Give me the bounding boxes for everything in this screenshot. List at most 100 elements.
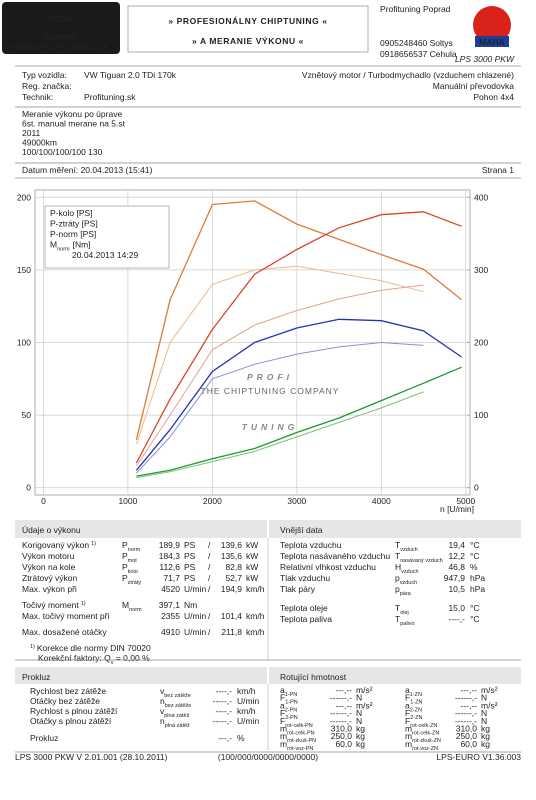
subscript: 1-ZN	[410, 700, 422, 706]
website: WWW.PROFITUNING.SK	[11, 42, 110, 52]
symbol: vbez zátěže	[160, 686, 191, 699]
unit: %	[237, 733, 245, 743]
subscript: olej	[400, 610, 409, 616]
field-value: Profituning.sk	[84, 92, 136, 102]
watermark: TUNING	[242, 422, 299, 432]
note-mark: 1)	[91, 541, 96, 547]
subscript: rot-celk-PN	[285, 723, 313, 729]
unit: U/min	[237, 716, 259, 726]
field-label: Max. výkon při	[22, 584, 77, 594]
unit: kg	[481, 724, 490, 734]
unit: kg	[356, 724, 365, 734]
watermark: PROFI	[247, 372, 293, 382]
field-label: Teplota paliva	[280, 614, 332, 624]
field-label: Otáčky s plnou zátěží	[30, 716, 112, 726]
value: ------,-	[330, 693, 352, 703]
value: 46,8	[448, 562, 465, 572]
y-tick-label: 200	[17, 192, 31, 202]
symbol-base: n	[160, 696, 165, 706]
symbol-base: F	[405, 708, 410, 718]
symbol: Tnasávaný vzduch	[395, 551, 443, 564]
field-label: Teplota nasávaného vzduchu	[280, 551, 390, 561]
field-label: Teplota vzduchu	[280, 540, 342, 550]
symbol: mrot-zkuš-PN	[280, 731, 316, 744]
symbol-base: T	[395, 551, 400, 561]
series-line	[135, 211, 462, 464]
unit: kW	[246, 562, 258, 572]
subscript: 2-PN	[285, 715, 298, 721]
symbol-base: H	[395, 562, 401, 572]
brand: MAHA	[479, 37, 505, 47]
x-tick-label: 5000	[456, 496, 475, 506]
symbol: Pnorm	[122, 540, 141, 553]
field-label: Max. dosažené otáčky	[22, 627, 107, 637]
symbol: a2-ZN	[405, 700, 422, 713]
unit: PS	[184, 551, 196, 561]
subscript: kolo	[128, 569, 138, 575]
field-value: VW Tiguan 2.0 TDi 170k	[84, 70, 177, 80]
field-label: Max. točivý moment při	[22, 611, 109, 621]
symbol-base: P	[122, 562, 128, 572]
symbol-base: T	[395, 540, 400, 550]
field-label: Typ vozidla:	[22, 70, 67, 80]
note: Meranie výkonu po úprave	[22, 109, 122, 119]
value: ---,-	[218, 733, 232, 743]
symbol: Pmot	[122, 551, 137, 564]
unit: km/h	[237, 686, 256, 696]
symbol-base: F	[405, 693, 410, 703]
unit: N	[481, 708, 487, 718]
symbol: Frot-celk-ZN	[405, 716, 437, 729]
symbol: mrot-celk-ZN	[405, 724, 439, 737]
unit: N	[356, 716, 362, 726]
series-line	[135, 318, 462, 471]
x-tick-label: 2000	[203, 496, 222, 506]
label: Max. dosažené otáčky	[22, 627, 107, 637]
separator: /	[208, 551, 211, 561]
value: 310,0	[331, 724, 353, 734]
symbol: a2-PN	[280, 700, 297, 713]
unit: °C	[470, 551, 480, 561]
section-title: Rotující hmotnost	[280, 672, 347, 682]
symbol: Tvzduch	[395, 540, 418, 553]
unit: m/s²	[356, 700, 373, 710]
unit: %	[470, 562, 478, 572]
label: Výkon na kole	[22, 562, 76, 572]
symbol-base: P	[122, 551, 128, 561]
symbol: a1-PN	[280, 685, 297, 698]
value: 211,8	[221, 627, 242, 637]
unit: PS	[184, 540, 196, 550]
subscript: palivo	[400, 621, 414, 627]
value: 194,9	[221, 584, 243, 594]
section-title: Údaje o výkonu	[22, 525, 81, 535]
subscript: norm	[57, 247, 70, 253]
legend-entry: P-norm [PS]	[50, 229, 96, 239]
value: 60,0	[460, 739, 477, 749]
subscript: norm	[128, 547, 141, 553]
legend-note: 20.04.2013 14:29	[72, 250, 138, 260]
field-label: Tlak páry	[280, 584, 316, 594]
symbol-base: M	[122, 600, 129, 610]
slogan-box	[127, 5, 369, 53]
x-axis-label: n [U/min]	[440, 504, 474, 514]
separator: /	[208, 627, 211, 637]
value: -----,-	[213, 696, 233, 706]
legend-name: M	[50, 240, 57, 250]
value: ----,-	[215, 706, 232, 716]
unit: m/s²	[481, 685, 498, 695]
value: 82,8	[225, 562, 242, 572]
x-tick-label: 4000	[372, 496, 391, 506]
subscript: v	[111, 660, 114, 666]
unit: N	[481, 716, 487, 726]
value: 397,1	[159, 600, 181, 610]
field-value: Manuální převodovka	[433, 81, 515, 91]
field-label: Otáčky bez zátěže	[30, 696, 100, 706]
y2-tick-label: 200	[474, 338, 488, 348]
subscript: rot-voz-ZN	[412, 746, 438, 752]
symbol: mrot-zkuš-ZN	[405, 731, 441, 744]
subscript: mot	[128, 558, 138, 564]
subscript: norm	[129, 607, 142, 613]
section-title: Vnější data	[280, 525, 323, 535]
symbol-base: P	[122, 573, 128, 583]
unit: m/s²	[481, 700, 498, 710]
value: 135,6	[221, 551, 243, 561]
